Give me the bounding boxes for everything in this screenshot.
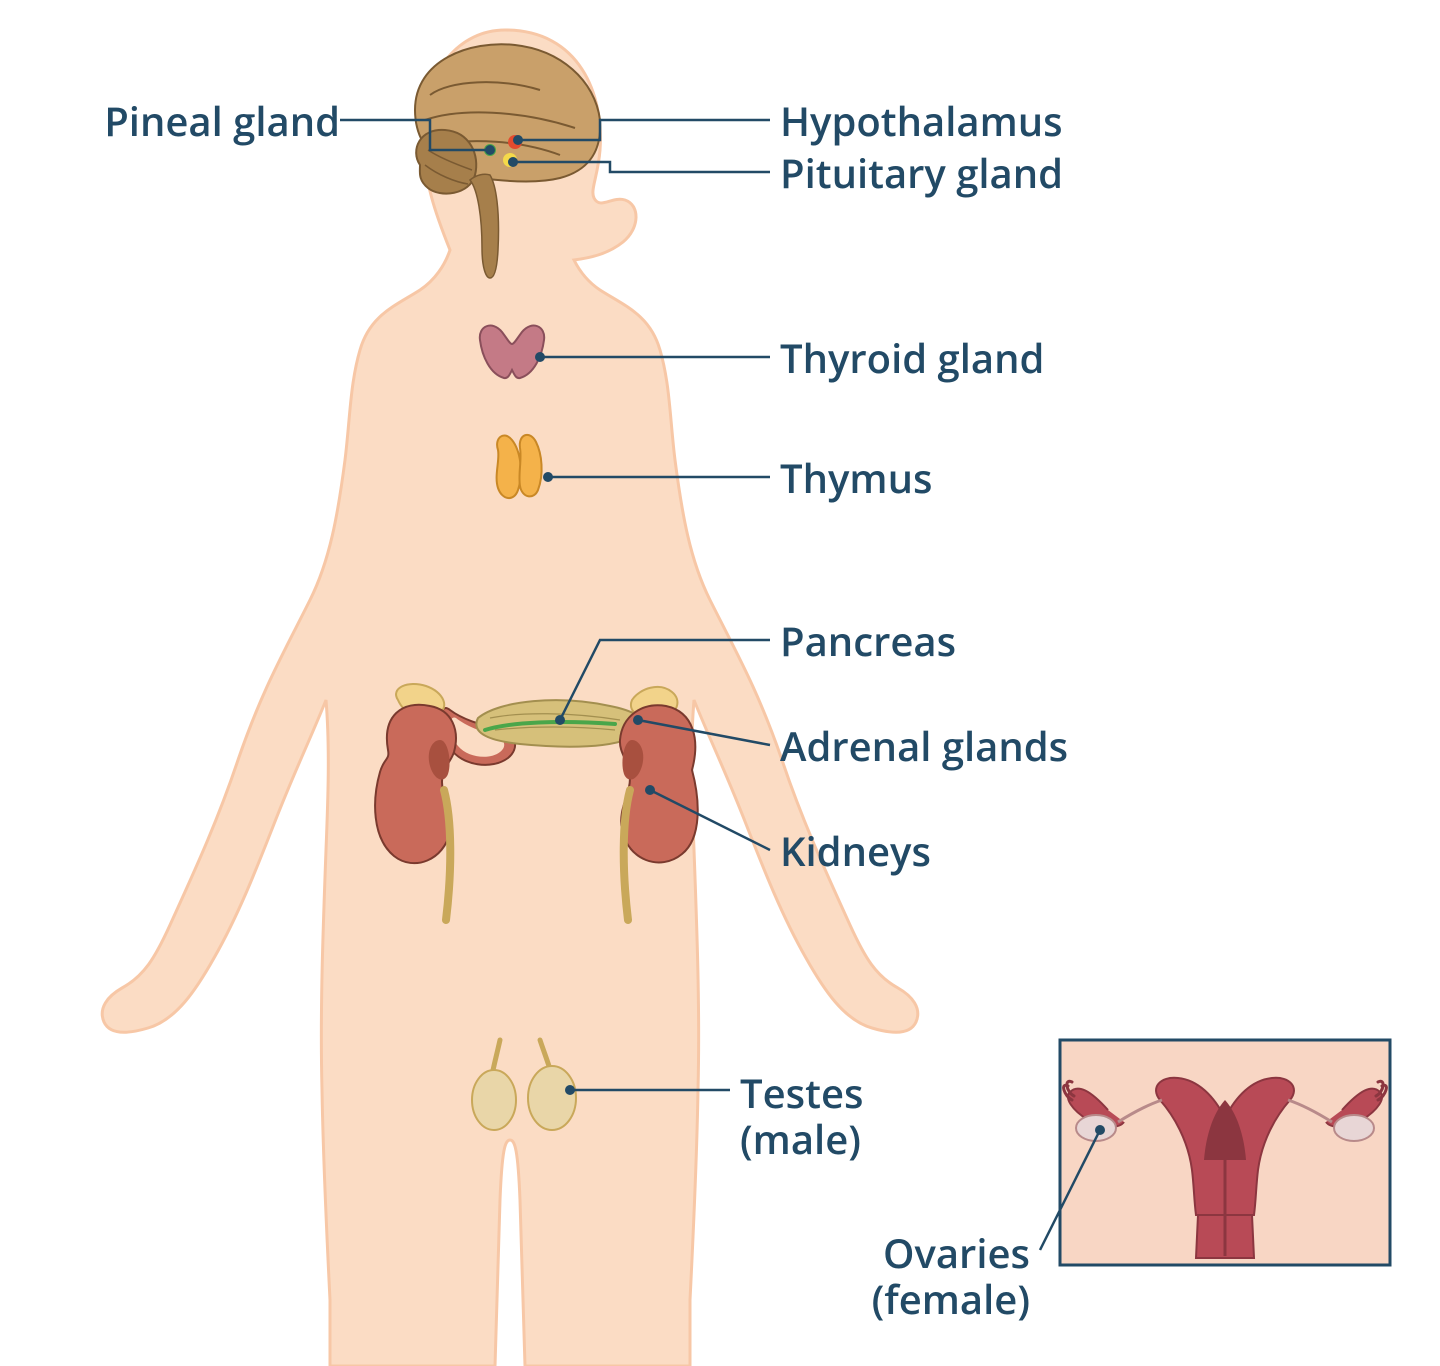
leader-dot-ovaries: [1095, 1125, 1105, 1135]
leader-dot-adrenal: [633, 715, 643, 725]
label-thymus: Thymus: [780, 455, 932, 501]
label-pineal: Pineal gland: [104, 98, 340, 144]
label-pancreas: Pancreas: [780, 618, 956, 664]
thymus: [497, 435, 542, 498]
endocrine-diagram: Pineal gland Hypothalamus Pituitary glan…: [0, 0, 1440, 1366]
leader-dot-hypothalamus: [513, 135, 523, 145]
leader-dot-thymus: [543, 472, 553, 482]
leader-dot-pineal: [485, 145, 495, 155]
ovaries-inset: [1060, 1040, 1390, 1265]
leader-dot-thyroid: [535, 352, 545, 362]
label-ovaries: Ovaries (female): [872, 1230, 1030, 1322]
label-pituitary: Pituitary gland: [780, 150, 1063, 196]
leader-dot-pancreas: [555, 715, 565, 725]
label-thyroid: Thyroid gland: [780, 335, 1044, 381]
label-hypothalamus: Hypothalamus: [780, 98, 1063, 144]
leader-dot-kidneys: [645, 785, 655, 795]
label-kidneys: Kidneys: [780, 828, 931, 874]
label-adrenal: Adrenal glands: [780, 723, 1068, 769]
diagram-svg: [0, 0, 1440, 1366]
leader-dot-pituitary: [508, 157, 518, 167]
leader-dot-testes: [565, 1085, 575, 1095]
label-testes: Testes (male): [740, 1070, 863, 1162]
